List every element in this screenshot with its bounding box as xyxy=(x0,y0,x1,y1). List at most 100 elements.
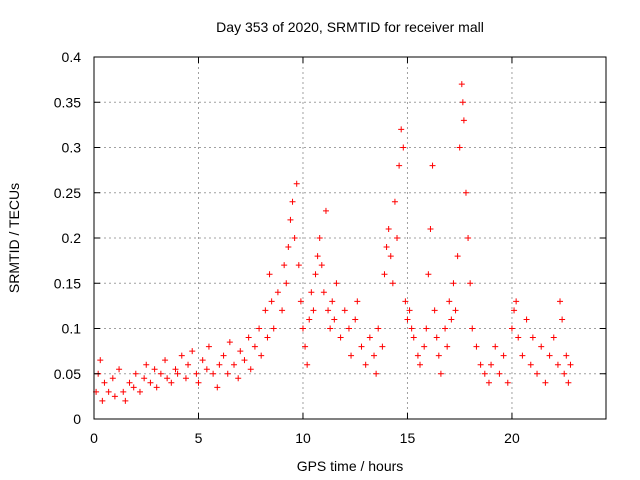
data-point xyxy=(136,388,143,395)
data-point xyxy=(270,325,277,332)
data-point xyxy=(492,343,499,350)
data-point xyxy=(473,343,480,350)
data-point xyxy=(375,325,382,332)
data-point xyxy=(427,225,434,232)
y-tick-label: 0.35 xyxy=(54,94,81,110)
data-point xyxy=(151,366,158,373)
data-point xyxy=(325,307,332,314)
data-point xyxy=(462,189,469,196)
data-point xyxy=(379,343,386,350)
data-point xyxy=(320,289,327,296)
data-point xyxy=(247,366,254,373)
data-point xyxy=(143,361,150,368)
data-point xyxy=(437,370,444,377)
data-point xyxy=(210,370,217,377)
data-point xyxy=(251,343,258,350)
data-point xyxy=(308,289,315,296)
x-tick-label: 0 xyxy=(90,430,98,446)
data-point xyxy=(287,216,294,223)
data-point xyxy=(546,352,553,359)
data-point xyxy=(354,298,361,305)
data-point xyxy=(295,262,302,269)
data-point xyxy=(97,357,104,364)
data-point xyxy=(172,366,179,373)
data-point xyxy=(387,253,394,260)
data-point xyxy=(458,81,465,88)
y-tick-label: 0.2 xyxy=(62,230,82,246)
data-point xyxy=(132,370,139,377)
data-point xyxy=(306,316,313,323)
data-point xyxy=(101,379,108,386)
data-point xyxy=(371,352,378,359)
data-point xyxy=(345,325,352,332)
x-axis-label: GPS time / hours xyxy=(297,458,404,474)
data-point xyxy=(565,379,572,386)
data-point xyxy=(362,361,369,368)
y-tick-label: 0.15 xyxy=(54,275,81,291)
data-point xyxy=(297,298,304,305)
data-point xyxy=(281,262,288,269)
data-point xyxy=(527,361,534,368)
data-point xyxy=(195,379,202,386)
data-point xyxy=(385,225,392,232)
data-point xyxy=(352,316,359,323)
data-point xyxy=(417,361,424,368)
data-point xyxy=(485,379,492,386)
data-point xyxy=(256,325,263,332)
data-point xyxy=(414,352,421,359)
data-point xyxy=(450,280,457,287)
x-tick-label: 10 xyxy=(295,430,311,446)
data-point xyxy=(519,352,526,359)
y-tick-label: 0.05 xyxy=(54,366,81,382)
data-point xyxy=(291,235,298,241)
data-point xyxy=(394,235,401,241)
data-point xyxy=(174,370,181,377)
data-point xyxy=(557,298,564,305)
x-tick-label: 15 xyxy=(400,430,416,446)
data-point xyxy=(504,379,511,386)
data-point xyxy=(554,361,561,368)
data-point xyxy=(500,352,507,359)
data-point xyxy=(266,271,273,278)
data-point xyxy=(322,207,329,214)
data-point xyxy=(410,334,417,341)
data-point xyxy=(523,316,530,323)
data-point xyxy=(563,352,570,359)
data-point xyxy=(258,352,265,359)
data-point xyxy=(220,352,227,359)
y-axis-label: SRMTID / TECUs xyxy=(6,183,22,293)
data-point xyxy=(496,370,503,377)
data-point xyxy=(105,388,112,395)
ticks-layer xyxy=(93,56,606,420)
data-point xyxy=(302,343,309,350)
data-point xyxy=(231,361,238,368)
data-point xyxy=(120,388,127,395)
data-point xyxy=(122,397,129,404)
data-point xyxy=(162,357,169,364)
data-point xyxy=(561,370,568,377)
x-tick-labels: 0 5 10 15 20 xyxy=(90,430,520,446)
data-point xyxy=(396,162,403,169)
data-point xyxy=(465,235,472,241)
data-point xyxy=(542,379,549,386)
data-point xyxy=(513,298,520,305)
data-points xyxy=(93,81,574,404)
data-point xyxy=(381,271,388,278)
data-point xyxy=(268,298,275,305)
data-point xyxy=(241,357,248,364)
data-point xyxy=(481,370,488,377)
y-tick-label: 0 xyxy=(73,411,81,427)
data-point xyxy=(435,352,442,359)
data-point xyxy=(383,244,390,251)
y-tick-labels: 0 0.05 0.1 0.15 0.2 0.25 0.3 0.35 0.4 xyxy=(54,49,81,427)
data-point xyxy=(406,307,413,314)
data-point xyxy=(425,271,432,278)
y-tick-label: 0.25 xyxy=(54,185,81,201)
data-point xyxy=(477,361,484,368)
data-point xyxy=(459,99,466,106)
x-tick-label: 20 xyxy=(504,430,520,446)
data-point xyxy=(469,325,476,332)
data-point xyxy=(511,307,518,314)
data-point xyxy=(391,198,398,205)
